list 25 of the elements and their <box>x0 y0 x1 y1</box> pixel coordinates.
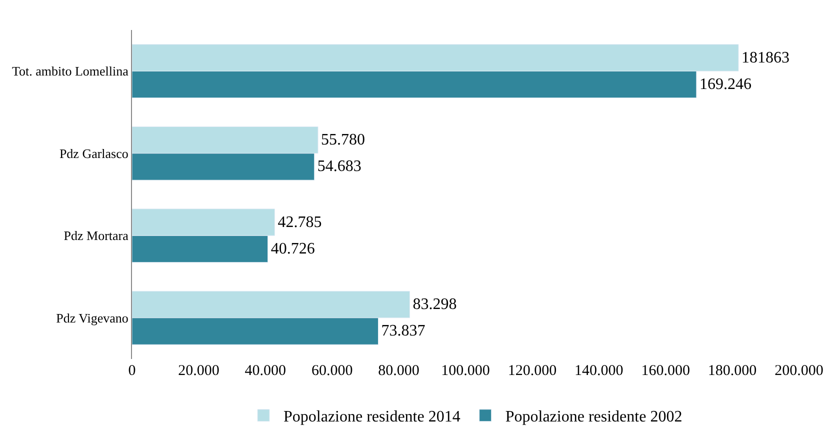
y-tick-label: Pdz Vigevano <box>56 310 128 326</box>
x-tick-label: 20.000 <box>178 363 220 379</box>
x-tick-label: 120.000 <box>508 363 557 379</box>
data-label: 54.683 <box>317 158 362 176</box>
data-label: 42.785 <box>278 214 322 231</box>
legend-label: Popolazione residente 2002 <box>505 408 682 426</box>
legend-label: Popolazione residente 2014 <box>284 408 460 426</box>
y-tick-label: Tot. ambito Lomellina <box>12 64 129 79</box>
y-tick-label: Pdz Garlasco <box>59 146 128 161</box>
x-tick-label: 200.000 <box>774 363 824 379</box>
y-tick-label: Pdz Mortara <box>64 228 129 244</box>
x-tick-label: 0 <box>128 363 136 379</box>
data-label: 73.837 <box>381 322 426 340</box>
x-tick-label: 40.000 <box>244 363 286 379</box>
data-label: 169.246 <box>699 76 752 93</box>
x-tick-label: 60.000 <box>311 363 353 379</box>
data-label: 55.780 <box>321 132 366 149</box>
data-label: 40.726 <box>270 240 315 258</box>
data-label: 83.298 <box>412 296 457 314</box>
x-tick-label: 160.000 <box>641 363 690 379</box>
data-label: 181863 <box>742 49 790 66</box>
x-tick-label: 180.000 <box>708 363 757 379</box>
x-tick-label: 80.000 <box>378 363 420 379</box>
x-tick-label: 140.000 <box>574 363 624 379</box>
x-tick-label: 100.000 <box>441 363 490 379</box>
